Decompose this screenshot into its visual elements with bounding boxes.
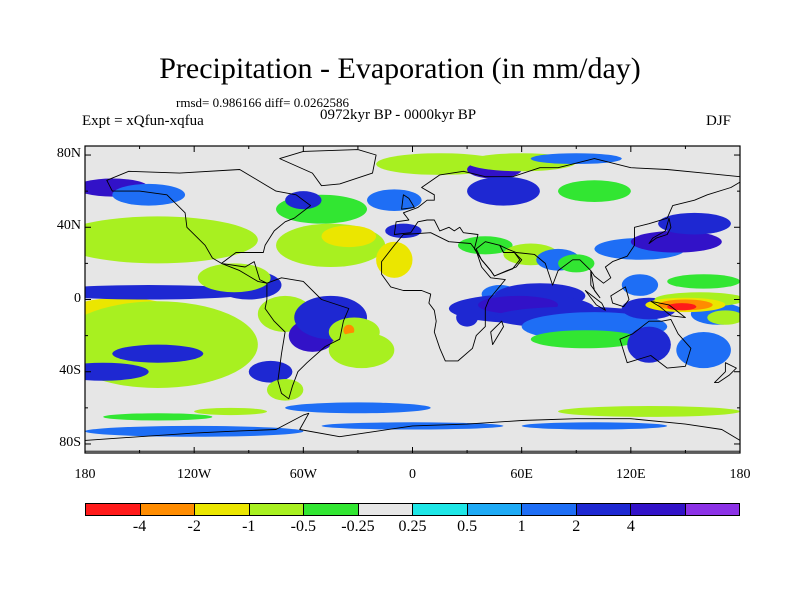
coastline-madagascar xyxy=(490,320,504,346)
colorbar-label: -0.25 xyxy=(341,518,375,535)
anomaly-region-26 xyxy=(385,223,422,239)
colorbar-box xyxy=(304,504,359,515)
anomaly-region-44 xyxy=(456,308,479,327)
season-label: DJF xyxy=(706,113,732,129)
anomaly-region-27 xyxy=(367,189,422,212)
plot-title: Precipitation - Evaporation (in mm/day) xyxy=(159,52,641,85)
colorbar-box xyxy=(631,504,686,515)
colorbar-label: -4 xyxy=(132,518,147,535)
period-label: 0972kyr BP - 0000kyr BP xyxy=(320,107,477,123)
colorbar-label: 4 xyxy=(626,518,635,535)
colorbar-box xyxy=(140,504,195,515)
lat-label: 40N xyxy=(56,218,81,234)
colorbar-box xyxy=(685,504,739,515)
anomaly-region-48 xyxy=(630,230,722,253)
anomaly-region-62 xyxy=(103,413,213,421)
coastline-greenland xyxy=(279,149,377,187)
anomaly-region-46 xyxy=(621,274,659,296)
lon-label: 0 xyxy=(409,467,416,482)
colorbar-box xyxy=(249,504,304,515)
anomaly-region-60 xyxy=(558,406,740,417)
lon-label: 120W xyxy=(177,467,212,482)
colorbar-box xyxy=(467,504,522,515)
anomaly-region-7 xyxy=(112,344,204,363)
anomaly-region-66 xyxy=(194,407,267,416)
anomaly-region-57 xyxy=(667,303,697,311)
coastline-layer xyxy=(85,149,740,452)
lon-label: 120E xyxy=(616,467,646,482)
colorbar-label: 2 xyxy=(572,518,581,535)
colorbar-box xyxy=(522,504,577,515)
coastline-borneo xyxy=(610,286,630,308)
coastline-africa xyxy=(381,232,506,362)
colorbar-label: 1 xyxy=(517,518,526,535)
anomaly-region-14 xyxy=(248,360,293,383)
anomaly-region-34 xyxy=(457,236,513,255)
anomaly-region-5 xyxy=(85,216,258,264)
coastline-sumatra xyxy=(584,290,606,311)
lat-label: 80N xyxy=(56,146,81,162)
anomaly-region-32 xyxy=(530,153,622,165)
anomaly-region-12 xyxy=(197,263,271,293)
colorbar-box xyxy=(358,504,413,515)
anomaly-region-30 xyxy=(467,176,540,206)
colorbar-box xyxy=(86,504,141,515)
lat-label: 0 xyxy=(74,290,81,306)
anomaly-region-52 xyxy=(676,332,731,369)
anomaly-region-45 xyxy=(530,330,640,349)
axis-ticks xyxy=(84,146,741,453)
anomaly-region-22 xyxy=(321,225,377,248)
coastline-arabia xyxy=(475,241,523,277)
lat-label: 40S xyxy=(59,362,81,378)
colorbar-label: -1 xyxy=(242,518,256,535)
coastline-eurasia xyxy=(393,158,740,299)
anomaly-region-19 xyxy=(328,332,395,369)
anomaly-region-10 xyxy=(112,183,186,206)
anomaly-region-59 xyxy=(667,274,740,289)
colorbar-box xyxy=(413,504,468,515)
anomaly-region-20 xyxy=(266,378,304,401)
anomaly-region-51 xyxy=(627,326,671,363)
colorbar-label: 0.5 xyxy=(457,518,478,535)
anomaly-region-37 xyxy=(558,254,595,273)
colorbar-box xyxy=(195,504,250,515)
anomaly-region-33 xyxy=(558,180,631,202)
anomaly-region-61 xyxy=(285,402,431,414)
experiment-label: Expt = xQfun-xqfua xyxy=(82,113,204,129)
anomaly-region-58 xyxy=(707,310,740,325)
lon-label: 180 xyxy=(729,467,751,482)
anomaly-region-63 xyxy=(85,425,304,437)
lon-label: 60E xyxy=(510,467,533,482)
anomaly-region-65 xyxy=(521,422,668,430)
coastline-australia xyxy=(619,318,692,369)
anomaly-region-8 xyxy=(85,362,149,381)
anomaly-region-23 xyxy=(376,241,413,278)
colorbar-box xyxy=(576,504,631,515)
stats-subtitle: rmsd= 0.986166 diff= 0.0262586 xyxy=(176,95,349,110)
coastline-north-america xyxy=(106,169,312,284)
coastline-new-guinea xyxy=(650,300,686,319)
coastline-south-america xyxy=(264,277,350,400)
lon-label: 60W xyxy=(289,467,317,482)
anomaly-region-49 xyxy=(658,212,731,235)
lon-label: 180 xyxy=(74,467,96,482)
colorbar-label: -0.5 xyxy=(290,518,316,535)
colorbar-label: 0.25 xyxy=(398,518,427,535)
coastline-british-isles xyxy=(401,194,415,210)
coastline-japan xyxy=(648,217,672,244)
lat-label: 80S xyxy=(59,434,81,450)
coastline-antarctica xyxy=(85,412,740,452)
colorbar-label: -2 xyxy=(187,518,201,535)
coastline-new-zealand xyxy=(714,362,737,384)
colorbar xyxy=(85,503,740,516)
